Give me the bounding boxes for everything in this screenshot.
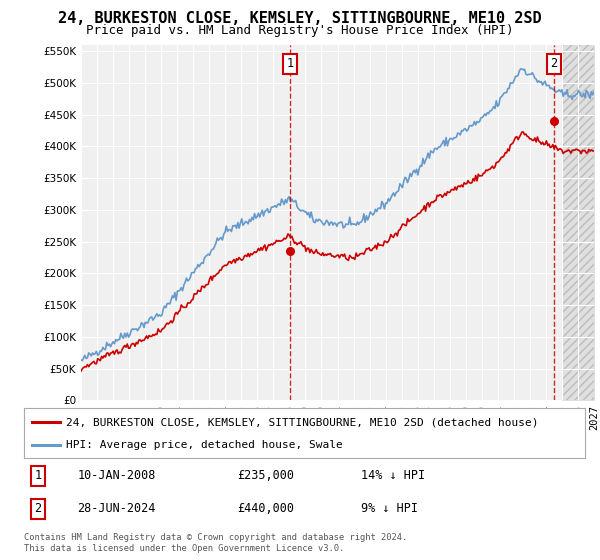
- Text: 14% ↓ HPI: 14% ↓ HPI: [361, 469, 425, 482]
- Text: 1: 1: [286, 57, 293, 70]
- Text: £235,000: £235,000: [237, 469, 294, 482]
- Text: 2: 2: [550, 57, 557, 70]
- Text: 28-JUN-2024: 28-JUN-2024: [77, 502, 155, 515]
- Text: Price paid vs. HM Land Registry's House Price Index (HPI): Price paid vs. HM Land Registry's House …: [86, 24, 514, 36]
- Text: HPI: Average price, detached house, Swale: HPI: Average price, detached house, Swal…: [66, 440, 343, 450]
- Text: 1: 1: [34, 469, 41, 482]
- Text: 9% ↓ HPI: 9% ↓ HPI: [361, 502, 418, 515]
- Text: Contains HM Land Registry data © Crown copyright and database right 2024.
This d: Contains HM Land Registry data © Crown c…: [24, 533, 407, 553]
- Text: £440,000: £440,000: [237, 502, 294, 515]
- Text: 24, BURKESTON CLOSE, KEMSLEY, SITTINGBOURNE, ME10 2SD: 24, BURKESTON CLOSE, KEMSLEY, SITTINGBOU…: [58, 11, 542, 26]
- Text: 2: 2: [34, 502, 41, 515]
- Text: 24, BURKESTON CLOSE, KEMSLEY, SITTINGBOURNE, ME10 2SD (detached house): 24, BURKESTON CLOSE, KEMSLEY, SITTINGBOU…: [66, 417, 539, 427]
- Text: 10-JAN-2008: 10-JAN-2008: [77, 469, 155, 482]
